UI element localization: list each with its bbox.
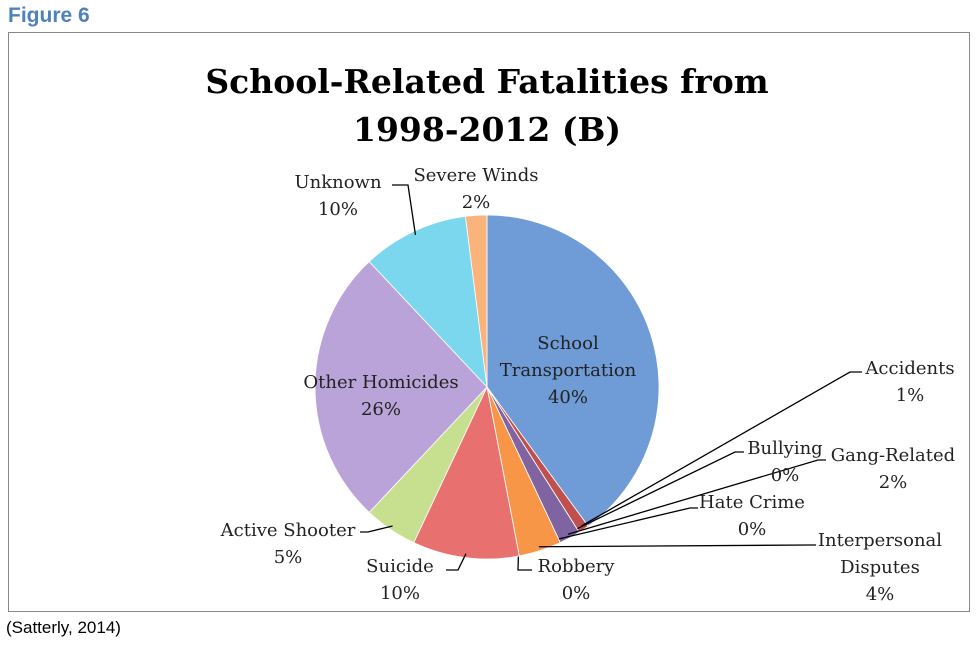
category-name: Interpersonal Disputes <box>817 530 943 578</box>
leader-line <box>392 184 417 236</box>
pie-slice <box>464 214 488 388</box>
value-label: 40% <box>547 387 588 408</box>
slice-label: Bullying 0% <box>735 435 835 489</box>
category-name: Other Homicides <box>303 372 459 393</box>
value-label: 5% <box>273 547 303 568</box>
category-name: Hate Crime <box>699 492 805 513</box>
leader-line <box>576 451 744 530</box>
slice-label: Severe Winds 2% <box>406 162 546 216</box>
value-label: 1% <box>895 385 925 406</box>
figure-label: Figure 6 <box>8 4 90 27</box>
leader-line <box>360 525 393 533</box>
slice-label: Active Shooter 5% <box>208 517 368 571</box>
leader-line <box>538 544 816 548</box>
chart-frame <box>8 32 970 612</box>
value-label: 10% <box>317 199 358 220</box>
category-name: Bullying <box>747 438 823 459</box>
pie-slice <box>486 214 660 527</box>
value-label: 0% <box>561 583 591 604</box>
chart-title: School-Related Fatalities from 1998-2012… <box>205 62 769 149</box>
pie-slice <box>314 261 488 513</box>
category-name: Unknown <box>294 172 382 193</box>
slice-label: Unknown 10% <box>278 169 398 223</box>
leader-line <box>558 507 698 540</box>
slice-label: Other Homicides 26% <box>296 369 466 423</box>
caption: (Satterly, 2014) <box>6 618 121 637</box>
leader-line <box>567 459 826 535</box>
category-name: School Transportation <box>499 333 637 381</box>
category-name: Gang-Related <box>830 445 956 466</box>
value-label: 10% <box>379 583 420 604</box>
category-name: Accidents <box>865 358 955 379</box>
slice-label: Robbery 0% <box>526 553 626 607</box>
slice-label: Accidents 1% <box>850 355 970 409</box>
pie-slice <box>413 385 520 560</box>
category-name: Suicide <box>366 556 434 577</box>
slice-label: Gang-Related 2% <box>823 442 963 496</box>
category-name: Active Shooter <box>220 520 356 541</box>
slice-label: Interpersonal Disputes 4% <box>805 527 955 608</box>
slice-label: Hate Crime 0% <box>692 489 812 543</box>
leader-line <box>517 552 532 571</box>
leader-line <box>446 553 467 571</box>
value-label: 2% <box>878 472 908 493</box>
value-label: 4% <box>865 584 895 605</box>
category-name: Severe Winds <box>413 165 539 186</box>
slice-label: School Transportation 40% <box>493 330 643 411</box>
value-label: 0% <box>770 465 800 486</box>
leader-line <box>581 371 862 527</box>
pie-slice <box>368 215 488 389</box>
value-label: 26% <box>360 399 401 420</box>
category-name: Robbery <box>537 556 615 577</box>
value-label: 0% <box>737 519 767 540</box>
value-label: 2% <box>461 192 491 213</box>
slice-label: Suicide 10% <box>350 553 450 607</box>
